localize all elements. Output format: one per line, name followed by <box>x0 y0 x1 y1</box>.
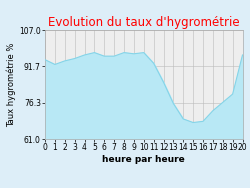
Title: Evolution du taux d'hygrométrie: Evolution du taux d'hygrométrie <box>48 16 240 29</box>
Y-axis label: Taux hygrométrie %: Taux hygrométrie % <box>7 42 16 127</box>
X-axis label: heure par heure: heure par heure <box>102 155 185 164</box>
